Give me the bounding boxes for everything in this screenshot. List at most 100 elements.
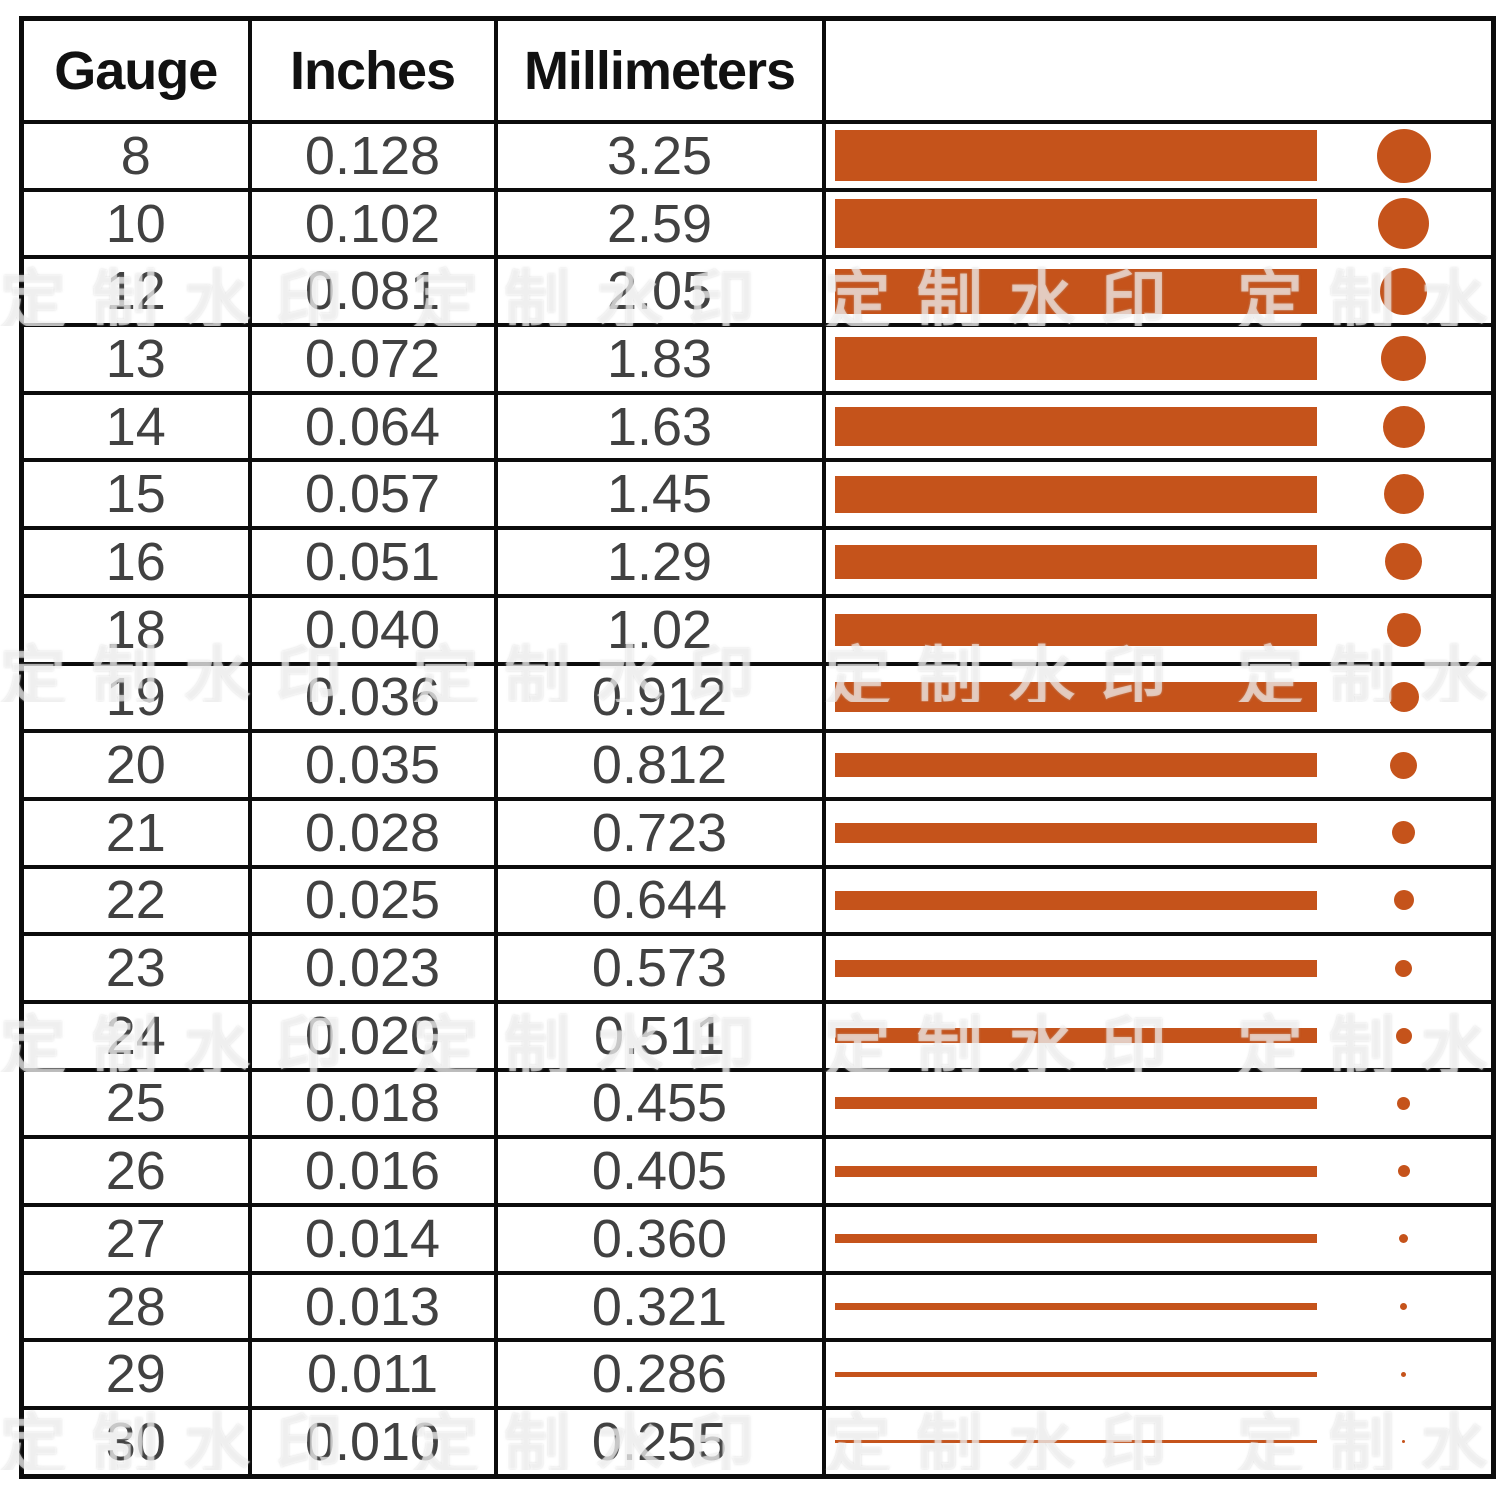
inches-cell: 0.023: [247, 932, 498, 1004]
wire-visual-cell: [821, 999, 1496, 1072]
table-row: 18 0.040 1.02: [19, 593, 1496, 666]
wire-cross-section-dot: [1395, 959, 1413, 977]
table-row: 28 0.013 0.321: [19, 1270, 1496, 1343]
wire-cross-section-dot: [1378, 198, 1430, 250]
gauge-cell: 10: [19, 187, 252, 260]
millimeters-cell: 1.45: [493, 458, 826, 531]
wire-thickness-bar: [834, 822, 1317, 843]
table-row: 8 0.128 3.25: [19, 120, 1496, 192]
wire-visual-cell: [821, 1135, 1496, 1207]
gauge-cell: 28: [19, 1270, 252, 1343]
millimeters-cell: 0.405: [493, 1135, 826, 1207]
gauge-cell: 13: [19, 323, 252, 395]
inches-cell: 0.036: [247, 661, 498, 734]
header-gauge: Gauge: [19, 16, 252, 124]
header-millimeters: Millimeters: [493, 16, 826, 124]
table-row: 21 0.028 0.723: [19, 796, 1496, 869]
wire-visual-cell: [821, 932, 1496, 1004]
millimeters-cell: 0.455: [493, 1067, 826, 1140]
wire-thickness-bar: [834, 1165, 1317, 1177]
gauge-cell: 8: [19, 120, 252, 192]
inches-cell: 0.102: [247, 187, 498, 260]
wire-visual-cell: [821, 1067, 1496, 1140]
table-row: 30 0.010 0.255: [19, 1406, 1496, 1479]
wire-cross-section-dot: [1388, 682, 1419, 713]
wire-visual-cell: [821, 729, 1496, 801]
wire-cross-section-dot: [1397, 1165, 1410, 1178]
wire-thickness-bar: [834, 544, 1317, 579]
gauge-cell: 30: [19, 1406, 252, 1479]
millimeters-cell: 0.723: [493, 796, 826, 869]
wire-visual-cell: [821, 323, 1496, 395]
millimeters-cell: 1.83: [493, 323, 826, 395]
wire-thickness-bar: [834, 475, 1317, 513]
table-row: 24 0.020 0.511: [19, 999, 1496, 1072]
gauge-cell: 15: [19, 458, 252, 531]
inches-cell: 0.018: [247, 1067, 498, 1140]
gauge-cell: 18: [19, 593, 252, 666]
gauge-cell: 26: [19, 1135, 252, 1207]
table-row: 22 0.025 0.644: [19, 864, 1496, 937]
inches-cell: 0.025: [247, 864, 498, 937]
wire-thickness-bar: [834, 1303, 1317, 1311]
millimeters-cell: 0.644: [493, 864, 826, 937]
table-row: 25 0.018 0.455: [19, 1067, 1496, 1140]
inches-cell: 0.057: [247, 458, 498, 531]
wire-thickness-bar: [834, 199, 1317, 249]
inches-cell: 0.051: [247, 526, 498, 598]
inches-cell: 0.014: [247, 1203, 498, 1275]
wire-thickness-bar: [834, 268, 1317, 314]
wire-cross-section-dot: [1393, 890, 1414, 911]
table-row: 10 0.102 2.59: [19, 187, 1496, 260]
wire-visual-cell: [821, 187, 1496, 260]
wire-thickness-bar: [834, 613, 1317, 646]
gauge-cell: 14: [19, 390, 252, 463]
wire-thickness-bar: [834, 130, 1317, 182]
gauge-cell: 20: [19, 729, 252, 801]
wire-cross-section-dot: [1381, 336, 1427, 382]
inches-cell: 0.035: [247, 729, 498, 801]
table-row: 16 0.051 1.29: [19, 526, 1496, 598]
millimeters-cell: 2.59: [493, 187, 826, 260]
wire-cross-section-dot: [1380, 267, 1428, 315]
wire-cross-section-dot: [1385, 543, 1423, 581]
wire-cross-section-dot: [1383, 474, 1424, 515]
wire-thickness-bar: [834, 1371, 1317, 1377]
wire-visual-cell: [821, 458, 1496, 531]
wire-visual-cell: [821, 864, 1496, 937]
wire-cross-section-dot: [1382, 405, 1425, 448]
inches-cell: 0.016: [247, 1135, 498, 1207]
gauge-cell: 12: [19, 255, 252, 328]
wire-visual-cell: [821, 1406, 1496, 1479]
wire-cross-section-dot: [1401, 1371, 1407, 1377]
wire-visual-cell: [821, 1203, 1496, 1275]
millimeters-cell: 2.05: [493, 255, 826, 328]
gauge-cell: 19: [19, 661, 252, 734]
gauge-cell: 21: [19, 796, 252, 869]
inches-cell: 0.011: [247, 1338, 498, 1411]
header-visual: [821, 16, 1496, 124]
wire-visual-cell: [821, 390, 1496, 463]
millimeters-cell: 0.321: [493, 1270, 826, 1343]
wire-thickness-bar: [834, 1097, 1317, 1110]
inches-cell: 0.013: [247, 1270, 498, 1343]
wire-thickness-bar: [834, 959, 1317, 977]
millimeters-cell: 0.511: [493, 999, 826, 1072]
header-row: Gauge Inches Millimeters: [19, 16, 1496, 124]
wire-cross-section-dot: [1397, 1096, 1411, 1110]
wire-cross-section-dot: [1376, 128, 1431, 183]
gauge-cell: 22: [19, 864, 252, 937]
inches-cell: 0.081: [247, 255, 498, 328]
wire-thickness-bar: [834, 890, 1317, 910]
wire-cross-section-dot: [1392, 821, 1416, 845]
table-row: 29 0.011 0.286: [19, 1338, 1496, 1411]
gauge-cell: 27: [19, 1203, 252, 1275]
table-row: 19 0.036 0.912: [19, 661, 1496, 734]
wire-visual-cell: [821, 1270, 1496, 1343]
inches-cell: 0.040: [247, 593, 498, 666]
table-row: 26 0.016 0.405: [19, 1135, 1496, 1207]
wire-cross-section-dot: [1386, 612, 1421, 647]
gauge-cell: 16: [19, 526, 252, 598]
millimeters-cell: 0.812: [493, 729, 826, 801]
wire-visual-cell: [821, 255, 1496, 328]
